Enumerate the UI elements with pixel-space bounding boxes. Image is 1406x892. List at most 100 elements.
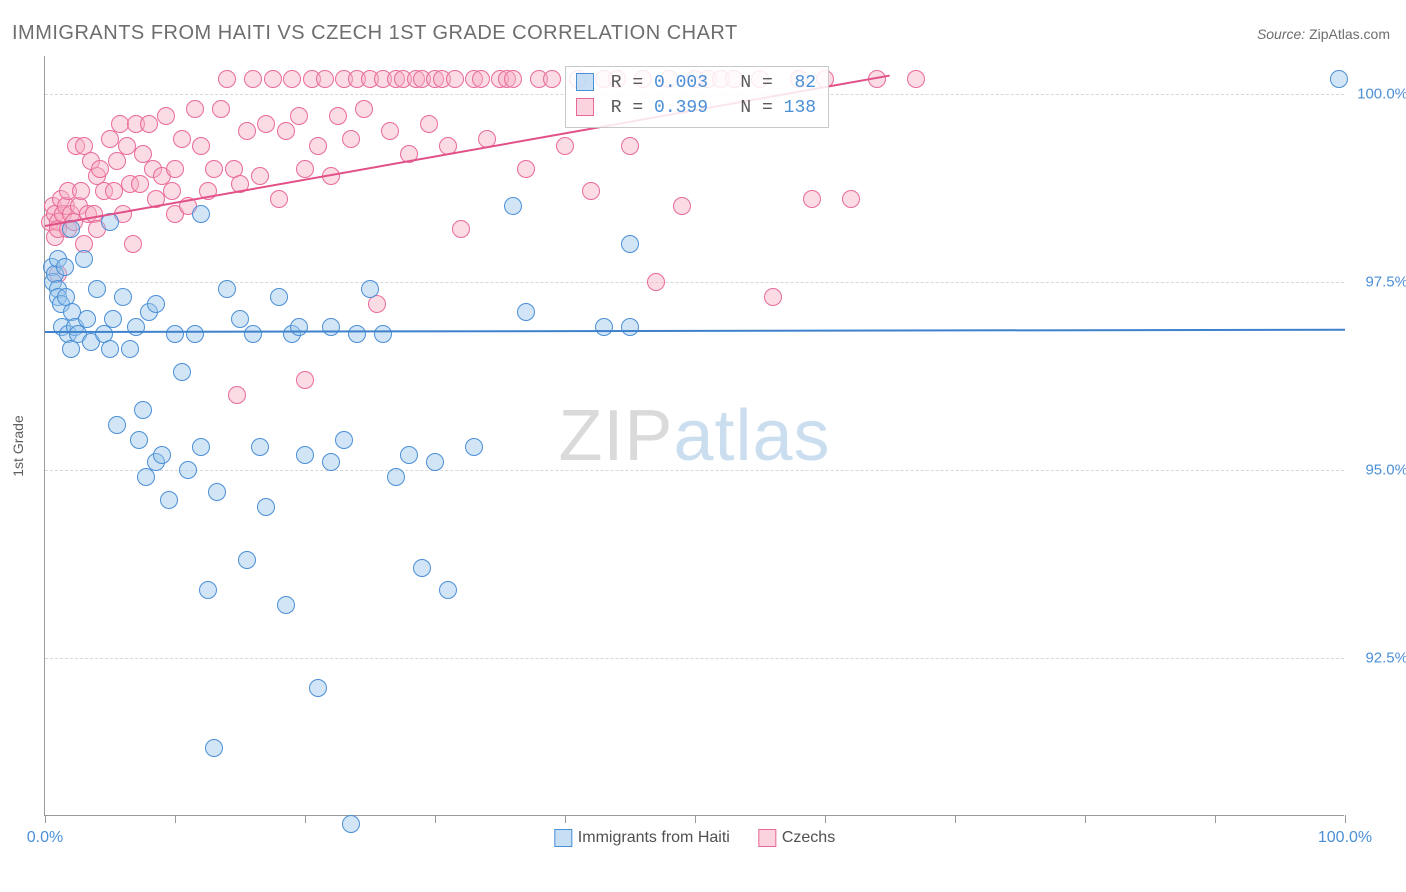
data-point-haiti (244, 325, 262, 343)
data-point-czech (543, 70, 561, 88)
data-point-czech (270, 190, 288, 208)
correlation-row-haiti: R = 0.003 N = 82 (576, 71, 816, 96)
data-point-haiti (173, 363, 191, 381)
data-point-haiti (127, 318, 145, 336)
data-point-czech (296, 160, 314, 178)
data-point-haiti (75, 250, 93, 268)
data-point-haiti (218, 280, 236, 298)
x-tick-label: 0.0% (27, 829, 63, 847)
data-point-haiti (137, 468, 155, 486)
data-point-czech (228, 386, 246, 404)
legend-swatch (758, 829, 776, 847)
x-tick (955, 815, 956, 823)
data-point-haiti (62, 340, 80, 358)
data-point-haiti (192, 205, 210, 223)
data-point-haiti (56, 258, 74, 276)
data-point-czech (238, 122, 256, 140)
scatter-plot-area: ZIPatlas Immigrants from HaitiCzechs 92.… (44, 56, 1344, 816)
data-point-czech (218, 70, 236, 88)
data-point-czech (131, 175, 149, 193)
watermark-zip: ZIP (558, 396, 673, 476)
data-point-czech (212, 100, 230, 118)
data-point-haiti (78, 310, 96, 328)
data-point-haiti (257, 498, 275, 516)
x-tick (1215, 815, 1216, 823)
data-point-czech (72, 182, 90, 200)
data-point-czech (368, 295, 386, 313)
data-point-haiti (322, 453, 340, 471)
trend-line (45, 328, 1345, 332)
data-point-czech (257, 115, 275, 133)
legend: Immigrants from Haiti Czechs (554, 829, 835, 847)
data-point-haiti (517, 303, 535, 321)
data-point-czech (764, 288, 782, 306)
data-point-haiti (342, 815, 360, 833)
data-point-haiti (199, 581, 217, 599)
legend-label: Czechs (782, 829, 835, 846)
data-point-czech (264, 70, 282, 88)
data-point-haiti (348, 325, 366, 343)
data-point-haiti (121, 340, 139, 358)
data-point-haiti (426, 453, 444, 471)
data-point-czech (556, 137, 574, 155)
data-point-haiti (621, 235, 639, 253)
x-tick (1085, 815, 1086, 823)
data-point-czech (673, 197, 691, 215)
data-point-haiti (595, 318, 613, 336)
data-point-haiti (179, 461, 197, 479)
data-point-czech (907, 70, 925, 88)
correlation-row-czech: R = 0.399 N = 138 (576, 96, 816, 121)
data-point-haiti (104, 310, 122, 328)
data-point-haiti (309, 679, 327, 697)
data-point-haiti (134, 401, 152, 419)
data-point-haiti (387, 468, 405, 486)
x-tick (305, 815, 306, 823)
data-point-haiti (465, 438, 483, 456)
legend-label: Immigrants from Haiti (578, 829, 730, 846)
data-point-czech (309, 137, 327, 155)
data-point-haiti (1330, 70, 1348, 88)
data-point-czech (621, 137, 639, 155)
data-point-haiti (153, 446, 171, 464)
data-point-czech (355, 100, 373, 118)
data-point-haiti (270, 288, 288, 306)
data-point-haiti (290, 318, 308, 336)
legend-item: Immigrants from Haiti (554, 829, 730, 847)
data-point-czech (244, 70, 262, 88)
data-point-haiti (114, 288, 132, 306)
x-tick (695, 815, 696, 823)
data-point-czech (124, 235, 142, 253)
legend-swatch (554, 829, 572, 847)
data-point-haiti (277, 596, 295, 614)
data-point-haiti (621, 318, 639, 336)
data-point-czech (504, 70, 522, 88)
data-point-czech (517, 160, 535, 178)
source-label: Source: (1257, 26, 1305, 42)
x-tick (825, 815, 826, 823)
data-point-haiti (160, 491, 178, 509)
x-tick (1345, 815, 1346, 823)
data-point-haiti (130, 431, 148, 449)
legend-swatch (576, 98, 594, 116)
data-point-czech (251, 167, 269, 185)
data-point-czech (329, 107, 347, 125)
data-point-czech (140, 115, 158, 133)
source-attribution: Source: ZipAtlas.com (1257, 26, 1390, 42)
data-point-czech (157, 107, 175, 125)
data-point-czech (296, 371, 314, 389)
source-value: ZipAtlas.com (1309, 26, 1390, 42)
x-tick (565, 815, 566, 823)
legend-item: Czechs (758, 829, 835, 847)
data-point-czech (472, 70, 490, 88)
data-point-czech (381, 122, 399, 140)
data-point-czech (420, 115, 438, 133)
data-point-haiti (439, 581, 457, 599)
watermark-atlas: atlas (673, 396, 830, 476)
data-point-czech (186, 100, 204, 118)
y-tick-label: 100.0% (1352, 85, 1406, 102)
data-point-haiti (504, 197, 522, 215)
data-point-czech (452, 220, 470, 238)
data-point-czech (316, 70, 334, 88)
data-point-czech (205, 160, 223, 178)
watermark: ZIPatlas (558, 395, 830, 477)
